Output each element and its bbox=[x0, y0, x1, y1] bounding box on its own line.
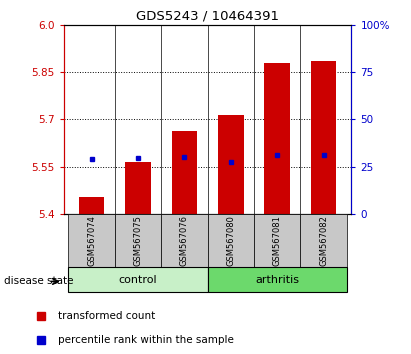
Bar bbox=[79, 197, 104, 214]
Text: GSM567081: GSM567081 bbox=[272, 215, 282, 266]
Bar bbox=[264, 63, 290, 214]
Text: GSM567082: GSM567082 bbox=[319, 215, 328, 266]
Bar bbox=[115, 214, 161, 267]
Bar bbox=[68, 214, 115, 267]
Bar bbox=[125, 162, 151, 214]
Bar bbox=[218, 115, 243, 214]
Text: arthritis: arthritis bbox=[255, 275, 299, 285]
Title: GDS5243 / 10464391: GDS5243 / 10464391 bbox=[136, 9, 279, 22]
Text: GSM567080: GSM567080 bbox=[226, 215, 235, 266]
Text: control: control bbox=[119, 275, 157, 285]
Text: GSM567074: GSM567074 bbox=[87, 215, 96, 266]
Text: transformed count: transformed count bbox=[58, 310, 156, 321]
Bar bbox=[254, 214, 300, 267]
Bar bbox=[311, 61, 336, 214]
Text: percentile rank within the sample: percentile rank within the sample bbox=[58, 335, 234, 345]
Bar bbox=[172, 131, 197, 214]
Text: disease state: disease state bbox=[4, 276, 74, 286]
Bar bbox=[208, 267, 347, 292]
Text: GSM567075: GSM567075 bbox=[134, 215, 143, 266]
Bar bbox=[161, 214, 208, 267]
Bar bbox=[208, 214, 254, 267]
Bar bbox=[300, 214, 347, 267]
Bar bbox=[68, 267, 208, 292]
Text: GSM567076: GSM567076 bbox=[180, 215, 189, 266]
